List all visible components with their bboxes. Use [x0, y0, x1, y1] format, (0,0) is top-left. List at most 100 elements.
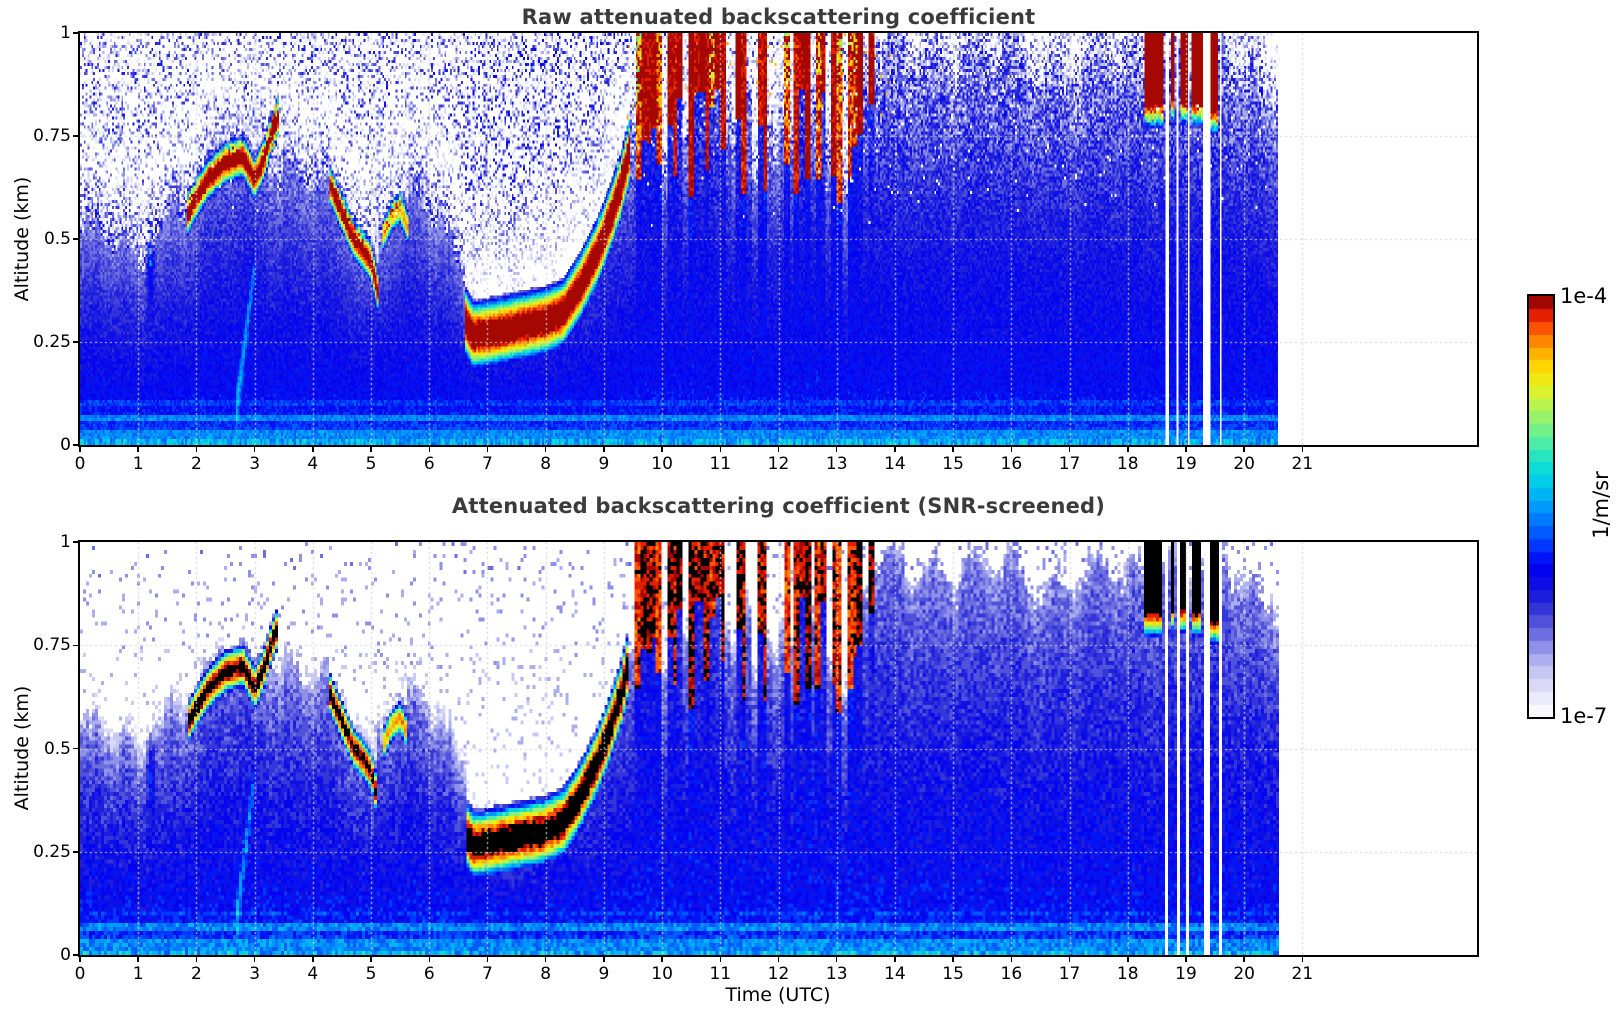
x-tick-label: 16	[1000, 964, 1023, 984]
x-tick-mark	[1068, 447, 1071, 452]
x-tick-label: 4	[307, 454, 319, 474]
x-tick-mark	[137, 957, 139, 962]
colorbar-canvas	[1529, 296, 1553, 717]
x-tick-label: 12	[767, 454, 790, 474]
x-tick-label: 11	[709, 964, 732, 984]
x-tick-label: 21	[1291, 964, 1314, 984]
x-tick-label: 14	[884, 964, 906, 984]
y-tick-mark	[73, 444, 78, 446]
x-tick-label: 13	[825, 964, 848, 984]
x-tick-mark	[486, 447, 489, 452]
x-tick-mark	[719, 957, 722, 962]
x-tick-label: 15	[942, 454, 964, 474]
x-tick-label: 3	[249, 964, 261, 984]
y-tick-label: 0.75	[33, 126, 71, 146]
x-tick-mark	[195, 957, 198, 962]
x-tick-mark	[777, 447, 780, 452]
x-tick-label: 0	[74, 964, 86, 984]
y-tick-mark	[73, 238, 78, 240]
x-tick-label: 19	[1175, 964, 1197, 984]
x-tick-label: 4	[307, 964, 319, 984]
x-tick-mark	[370, 957, 372, 962]
x-tick-mark	[894, 447, 896, 452]
x-tick-mark	[253, 447, 256, 452]
x-tick-mark	[1301, 447, 1304, 452]
x-tick-label: 12	[767, 964, 790, 984]
x-tick-label: 0	[74, 454, 86, 474]
x-tick-label: 8	[540, 454, 552, 474]
x-tick-label: 21	[1291, 454, 1314, 474]
x-tick-label: 20	[1233, 964, 1255, 984]
x-tick-label: 18	[1116, 964, 1139, 984]
x-tick-mark	[1068, 957, 1071, 962]
y-tick-label: 0.25	[33, 841, 71, 862]
x-tick-mark	[79, 957, 81, 962]
x-tick-label: 19	[1175, 454, 1197, 474]
x-tick-mark	[1127, 447, 1129, 452]
x-tick-mark	[428, 447, 430, 452]
x-tick-label: 17	[1058, 964, 1081, 984]
y-tick-mark	[73, 851, 78, 853]
y-tick-label: 0.5	[43, 229, 71, 249]
y-tick-label: 0.5	[43, 738, 71, 759]
y-tick-mark	[73, 954, 78, 956]
x-tick-mark	[1243, 957, 1245, 962]
x-tick-mark	[370, 447, 372, 452]
x-tick-label: 15	[942, 964, 964, 984]
x-tick-label: 18	[1116, 454, 1139, 474]
x-tick-label: 11	[709, 454, 732, 474]
x-tick-mark	[1185, 447, 1187, 452]
x-tick-label: 5	[365, 454, 377, 474]
x-tick-mark	[835, 957, 838, 962]
x-tick-mark	[603, 447, 605, 452]
x-tick-label: 1	[132, 454, 144, 474]
colorbar-max-label: 1e-4	[1560, 284, 1608, 308]
x-tick-mark	[1185, 957, 1187, 962]
y-tick-label: 1	[60, 23, 71, 43]
x-tick-mark	[312, 447, 314, 452]
raw-panel-title: Raw attenuated backscattering coefficien…	[521, 5, 1036, 29]
x-tick-label: 17	[1058, 454, 1081, 474]
x-tick-label: 5	[365, 964, 377, 984]
x-tick-label: 3	[249, 454, 261, 474]
raw-panel	[78, 31, 1479, 447]
x-tick-label: 8	[540, 964, 552, 984]
x-tick-mark	[1010, 957, 1013, 962]
x-tick-mark	[79, 447, 81, 452]
x-tick-mark	[661, 447, 663, 452]
x-tick-mark	[312, 957, 314, 962]
x-tick-mark	[486, 957, 489, 962]
x-tick-label: 7	[482, 454, 493, 474]
x-tick-label: 2	[190, 964, 202, 984]
y-tick-mark	[73, 644, 78, 646]
colorbar-min-label: 1e-7	[1560, 704, 1608, 728]
x-tick-label: 10	[651, 454, 673, 474]
x-tick-mark	[603, 957, 605, 962]
x-tick-label: 6	[423, 454, 435, 474]
y-tick-mark	[73, 541, 78, 543]
x-tick-mark	[1301, 957, 1304, 962]
raw-gridlines-canvas	[80, 33, 1477, 445]
y-tick-label: 0	[60, 945, 71, 965]
colorbar	[1527, 294, 1555, 719]
x-tick-label: 10	[651, 964, 673, 984]
y-tick-label: 0.25	[33, 332, 71, 352]
x-tick-mark	[719, 447, 722, 452]
x-tick-label: 13	[825, 454, 848, 474]
x-tick-label: 2	[190, 454, 202, 474]
x-tick-mark	[952, 957, 954, 962]
x-tick-label: 1	[132, 964, 144, 984]
x-tick-mark	[544, 447, 547, 452]
x-tick-label: 7	[482, 964, 493, 984]
x-tick-label: 6	[423, 964, 435, 984]
x-tick-mark	[894, 957, 896, 962]
x-tick-mark	[137, 447, 139, 452]
x-tick-label: 16	[1000, 454, 1023, 474]
x-tick-mark	[1127, 957, 1129, 962]
x-axis-label: Time (UTC)	[725, 984, 831, 1006]
y-tick-mark	[73, 32, 78, 34]
x-tick-mark	[777, 957, 780, 962]
x-tick-label: 20	[1233, 454, 1255, 474]
y-tick-label: 0.75	[33, 635, 71, 656]
